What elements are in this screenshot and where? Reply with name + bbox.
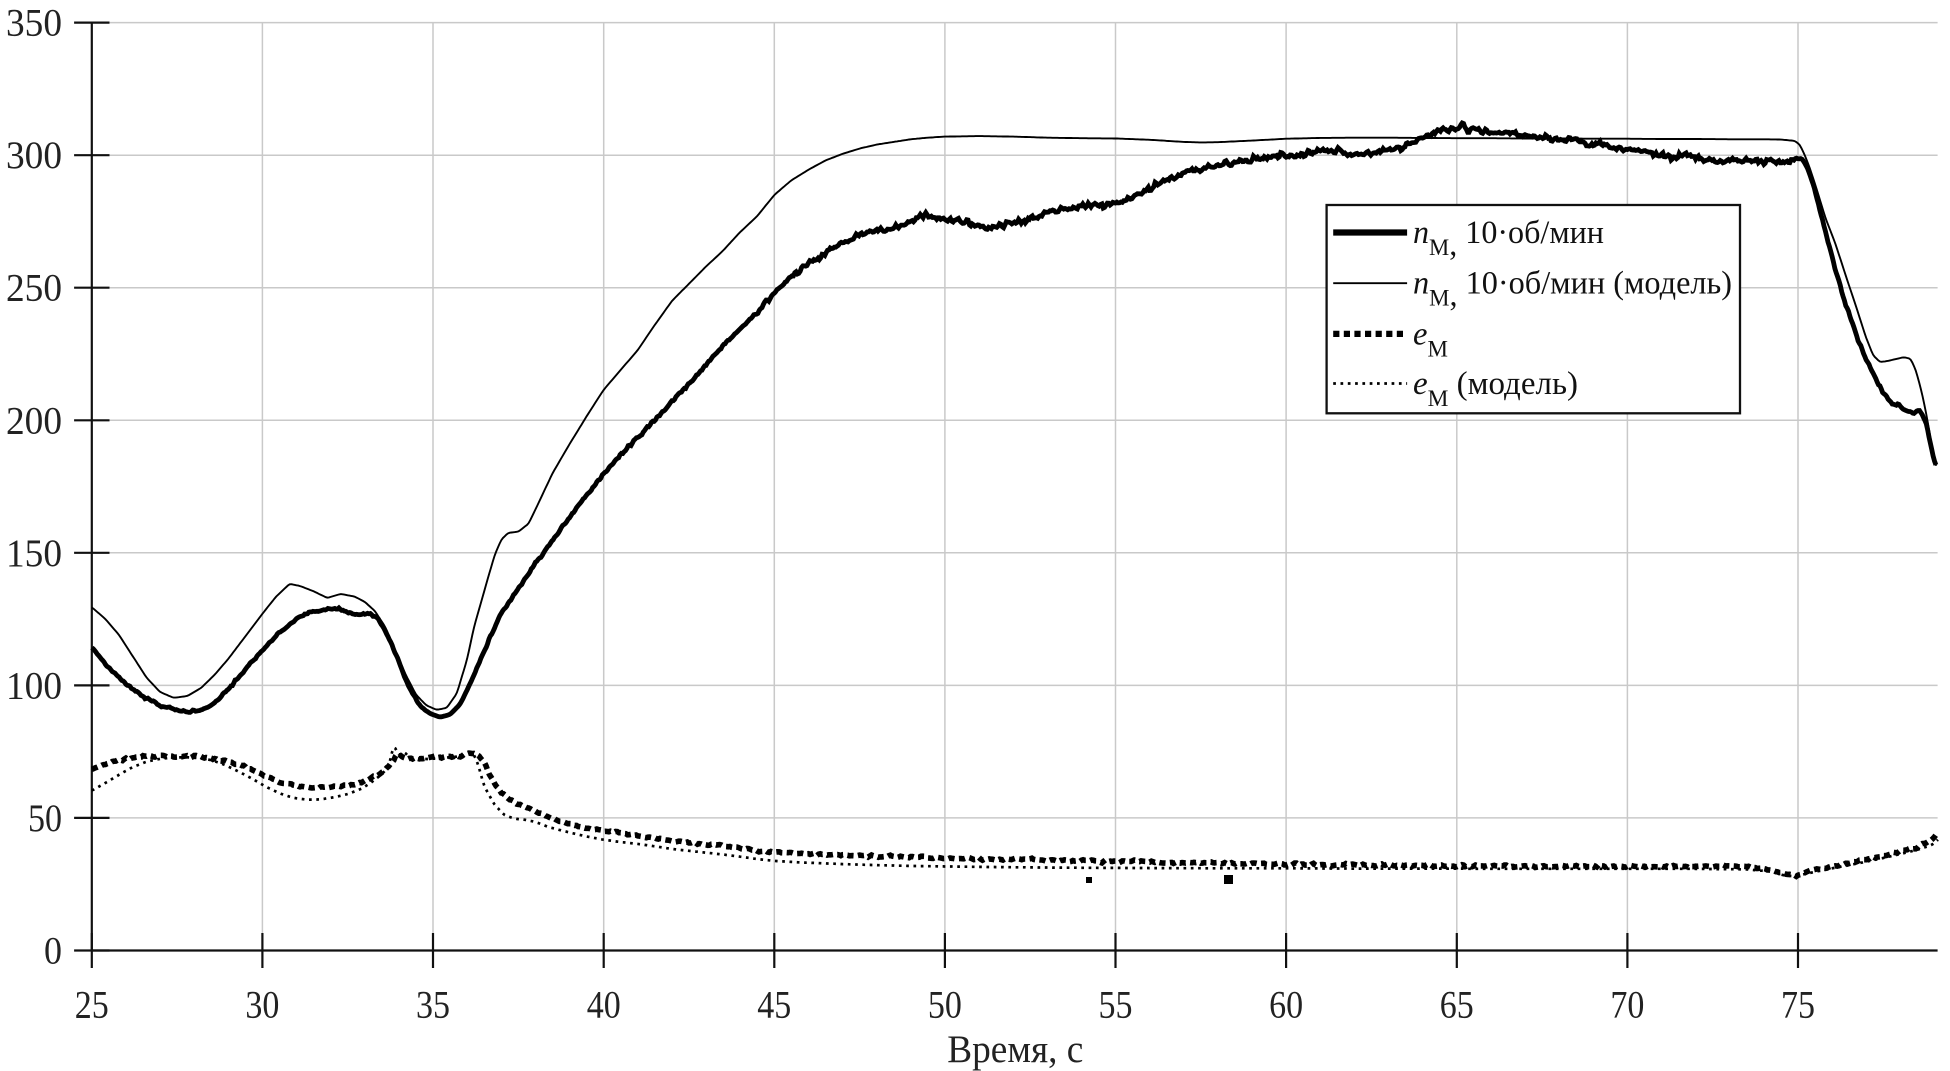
svg-text:300: 300: [6, 133, 62, 177]
svg-text:200: 200: [6, 398, 62, 442]
svg-text:0: 0: [44, 929, 62, 973]
svg-text:40: 40: [587, 983, 621, 1027]
svg-text:45: 45: [757, 983, 791, 1027]
svg-text:350: 350: [6, 1, 62, 45]
svg-text:50: 50: [928, 983, 962, 1027]
svg-text:Время, с: Время, с: [947, 1028, 1083, 1071]
svg-text:70: 70: [1610, 983, 1644, 1027]
svg-text:eМ: eМ: [1413, 316, 1448, 361]
svg-text:35: 35: [416, 983, 450, 1027]
svg-text:60: 60: [1269, 983, 1303, 1027]
svg-text:30: 30: [245, 983, 279, 1027]
svg-text:eМ (модель): eМ (модель): [1413, 366, 1578, 411]
svg-text:150: 150: [6, 531, 62, 575]
svg-text:55: 55: [1099, 983, 1133, 1027]
svg-text:250: 250: [6, 266, 62, 310]
svg-text:65: 65: [1440, 983, 1474, 1027]
svg-text:nМ, 10·об/мин: nМ, 10·об/мин: [1413, 215, 1604, 263]
svg-text:75: 75: [1781, 983, 1815, 1027]
svg-text:nМ, 10·об/мин (модель): nМ, 10·об/мин (модель): [1413, 266, 1732, 314]
svg-text:25: 25: [75, 983, 109, 1027]
svg-text:100: 100: [6, 663, 62, 707]
svg-text:50: 50: [28, 796, 62, 840]
